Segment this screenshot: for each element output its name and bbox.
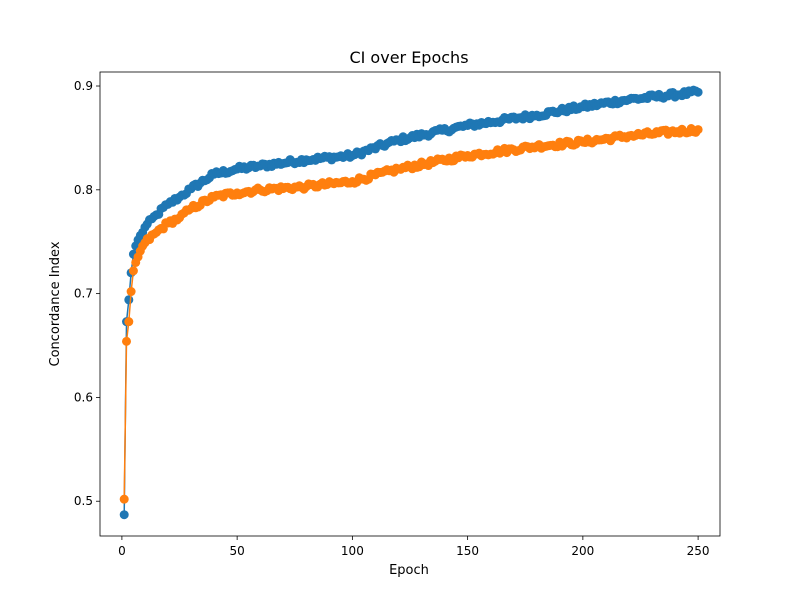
data-point xyxy=(124,295,134,305)
data-point xyxy=(124,317,134,327)
x-tick-label: 250 xyxy=(687,544,710,558)
series-line xyxy=(123,127,699,500)
data-point xyxy=(693,87,703,97)
y-tick-label: 0.9 xyxy=(74,79,93,93)
series-layer xyxy=(119,85,703,520)
data-point xyxy=(122,336,132,346)
y-tick-label: 0.7 xyxy=(74,287,93,301)
x-tick-label: 200 xyxy=(571,544,594,558)
y-tick-label: 0.8 xyxy=(74,183,93,197)
data-point xyxy=(693,125,703,135)
y-tick-label: 0.5 xyxy=(74,494,93,508)
data-point xyxy=(126,287,136,297)
y-tick-label: 0.6 xyxy=(74,390,93,404)
x-axis-label: Epoch xyxy=(389,563,429,578)
data-point xyxy=(128,266,138,276)
y-axis: 0.5 0.6 0.7 0.8 0.9 xyxy=(74,79,100,508)
plot-frame xyxy=(99,71,721,537)
series-2 xyxy=(119,124,703,504)
series-1 xyxy=(119,85,703,520)
chart-title: CI over Epochs xyxy=(349,48,468,67)
data-point xyxy=(119,510,129,520)
x-tick-label: 0 xyxy=(118,544,126,558)
x-tick-label: 50 xyxy=(229,544,244,558)
x-tick-label: 150 xyxy=(456,544,479,558)
data-point xyxy=(119,494,129,504)
x-tick-label: 100 xyxy=(341,544,364,558)
series-line xyxy=(123,89,699,515)
y-axis-label: Concordance Index xyxy=(48,241,63,366)
x-axis: 0 50 100 150 200 250 xyxy=(118,536,710,558)
